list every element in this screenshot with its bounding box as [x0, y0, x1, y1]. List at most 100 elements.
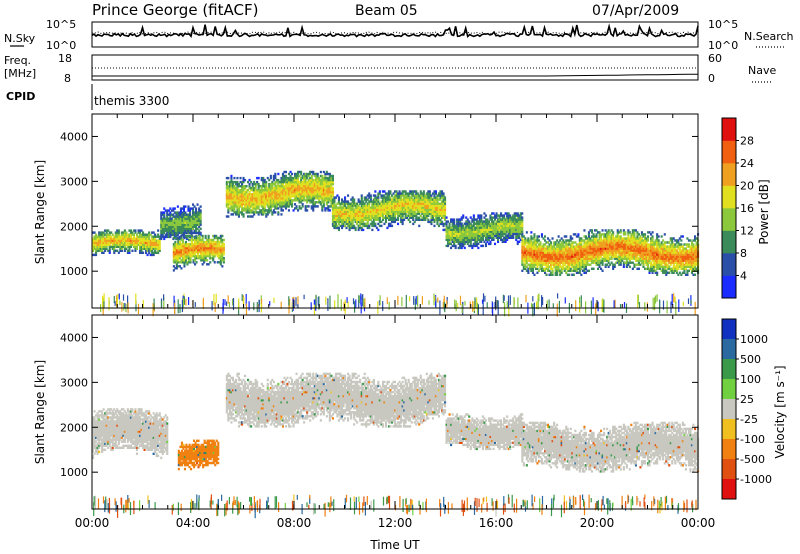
data-cell [164, 225, 167, 228]
data-cell [422, 208, 425, 211]
data-cell [481, 244, 484, 248]
data-cell [151, 247, 154, 250]
data-cell [521, 245, 524, 248]
data-cell [166, 217, 169, 220]
data-cell [216, 251, 219, 254]
data-cell [277, 191, 280, 194]
data-cell [260, 197, 263, 200]
data-cell [489, 234, 492, 237]
data-cell [114, 239, 117, 242]
data-cell [544, 267, 547, 270]
data-cell [524, 237, 527, 240]
data-cell [283, 189, 286, 192]
data-cell [469, 230, 472, 233]
data-cell [244, 193, 247, 196]
data-cell [321, 193, 324, 196]
data-cell [183, 257, 186, 260]
data-cell [114, 245, 117, 248]
data-cell [371, 222, 374, 226]
data-cell [494, 224, 497, 227]
data-cell [190, 219, 193, 222]
data-cell [483, 220, 486, 223]
data-cell [93, 241, 96, 244]
data-cell [497, 230, 500, 233]
data-cell [321, 180, 324, 184]
data-cell [521, 230, 524, 233]
data-cell [325, 207, 328, 210]
freq-tick-top: 18 [58, 52, 72, 65]
data-cell [306, 182, 309, 186]
data-cell [105, 231, 108, 234]
data-cell [350, 202, 353, 205]
data-cell [525, 241, 528, 244]
data-cell [494, 230, 497, 233]
data-cell [193, 211, 196, 214]
data-cell [377, 208, 380, 211]
data-cell [184, 240, 187, 244]
data-cell [281, 185, 284, 188]
data-cell [444, 212, 447, 215]
data-cell [415, 208, 418, 211]
data-cell [289, 185, 292, 188]
data-cell [503, 214, 506, 217]
data-cell [513, 226, 516, 229]
data-cell [403, 202, 406, 205]
data-cell [462, 240, 465, 243]
data-cell [188, 259, 191, 262]
data-cell [462, 238, 465, 241]
data-cell [325, 185, 328, 188]
data-cell [230, 209, 233, 212]
data-cell [139, 243, 142, 246]
data-cell [206, 253, 209, 256]
data-cell [336, 216, 339, 219]
data-cell [244, 203, 247, 206]
data-cell [504, 222, 507, 225]
data-cell [207, 240, 210, 244]
data-cell [95, 239, 98, 242]
data-cell [218, 236, 221, 240]
data-cell [301, 205, 304, 208]
data-cell [433, 202, 436, 205]
data-cell [430, 206, 433, 209]
data-cell [534, 239, 537, 242]
data-cell [328, 187, 331, 190]
data-cell [481, 232, 484, 235]
data-cell [350, 210, 353, 213]
data-cell [457, 222, 460, 225]
data-cell [225, 191, 228, 194]
data-cell [321, 189, 324, 192]
data-cell [478, 238, 481, 241]
data-cell [522, 247, 525, 250]
data-cell [181, 246, 184, 250]
data-cell [227, 205, 230, 208]
data-cell [522, 257, 525, 260]
data-cell [295, 193, 298, 196]
data-cell [206, 242, 209, 246]
data-cell [190, 207, 193, 210]
data-cell [316, 187, 319, 190]
data-cell [145, 239, 148, 242]
data-cell [248, 207, 251, 210]
data-cell [472, 242, 475, 246]
data-cell [412, 192, 415, 195]
data-cell [210, 238, 213, 242]
data-cell [228, 197, 231, 200]
data-cell [95, 241, 98, 244]
data-cell [456, 236, 459, 239]
data-cell [297, 178, 300, 182]
data-cell [154, 235, 157, 238]
data-cell [190, 227, 193, 230]
data-cell [254, 197, 257, 200]
data-cell [377, 194, 380, 197]
data-cell [213, 261, 216, 264]
data-cell [453, 244, 456, 248]
data-cell [247, 205, 250, 208]
data-cell [475, 230, 478, 233]
data-cell [371, 200, 374, 203]
data-cell [174, 242, 177, 246]
data-cell [113, 237, 116, 240]
data-cell [123, 233, 126, 236]
data-cell [507, 226, 510, 229]
data-cell [403, 204, 406, 207]
